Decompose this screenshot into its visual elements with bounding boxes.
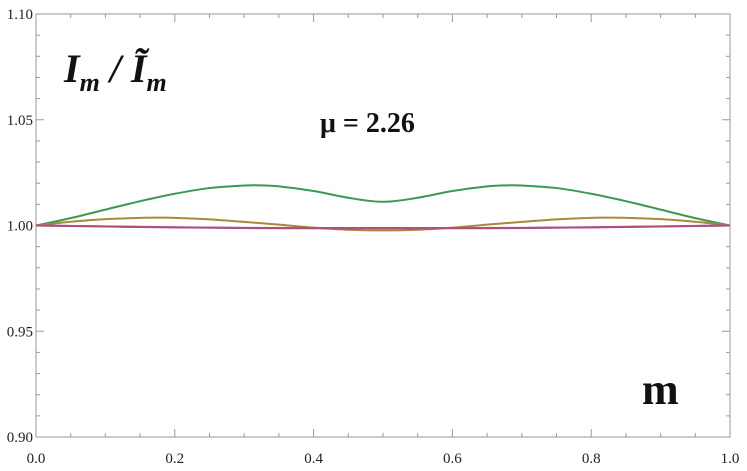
x-tick-label: 0.0 [27,451,46,467]
series-line-4 [35,224,731,230]
y-axis-label: Im / Ĩm [63,46,167,97]
y-label-main2: Ĩ [130,46,150,91]
x-tick-label: 1.0 [721,451,740,467]
y-tick-label: 0.90 [7,430,33,446]
x-tick-label: 0.8 [582,451,601,467]
y-tick-label: 0.95 [7,324,33,340]
axis-tick-labels: 0.0 0.2 0.4 0.6 0.8 1.0 0.90 0.95 1.00 1.05 1.10 [7,7,740,467]
axis-ticks [35,13,731,438]
y-label-main: I [63,46,81,91]
x-tick-label: 0.4 [304,451,323,467]
y-label-sep: / [100,46,131,91]
series-line-2 [35,216,731,232]
series-lines [35,184,731,232]
series-line-1 [35,184,731,227]
mu-annotation: μ = 2.26 [320,108,415,139]
y-tick-label: 1.10 [7,7,33,23]
y-label-sub2: m [147,68,167,97]
y-label-sub: m [80,68,100,97]
y-tick-label: 1.00 [7,219,33,235]
x-axis-label: m [642,365,679,414]
x-tick-label: 0.6 [443,451,462,467]
y-tick-label: 1.05 [7,113,33,129]
x-tick-label: 0.2 [165,451,184,467]
